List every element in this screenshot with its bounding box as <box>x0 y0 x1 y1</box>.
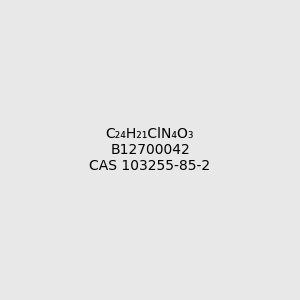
Text: C₂₄H₂₁ClN₄O₃
B12700042
CAS 103255-85-2: C₂₄H₂₁ClN₄O₃ B12700042 CAS 103255-85-2 <box>89 127 211 173</box>
